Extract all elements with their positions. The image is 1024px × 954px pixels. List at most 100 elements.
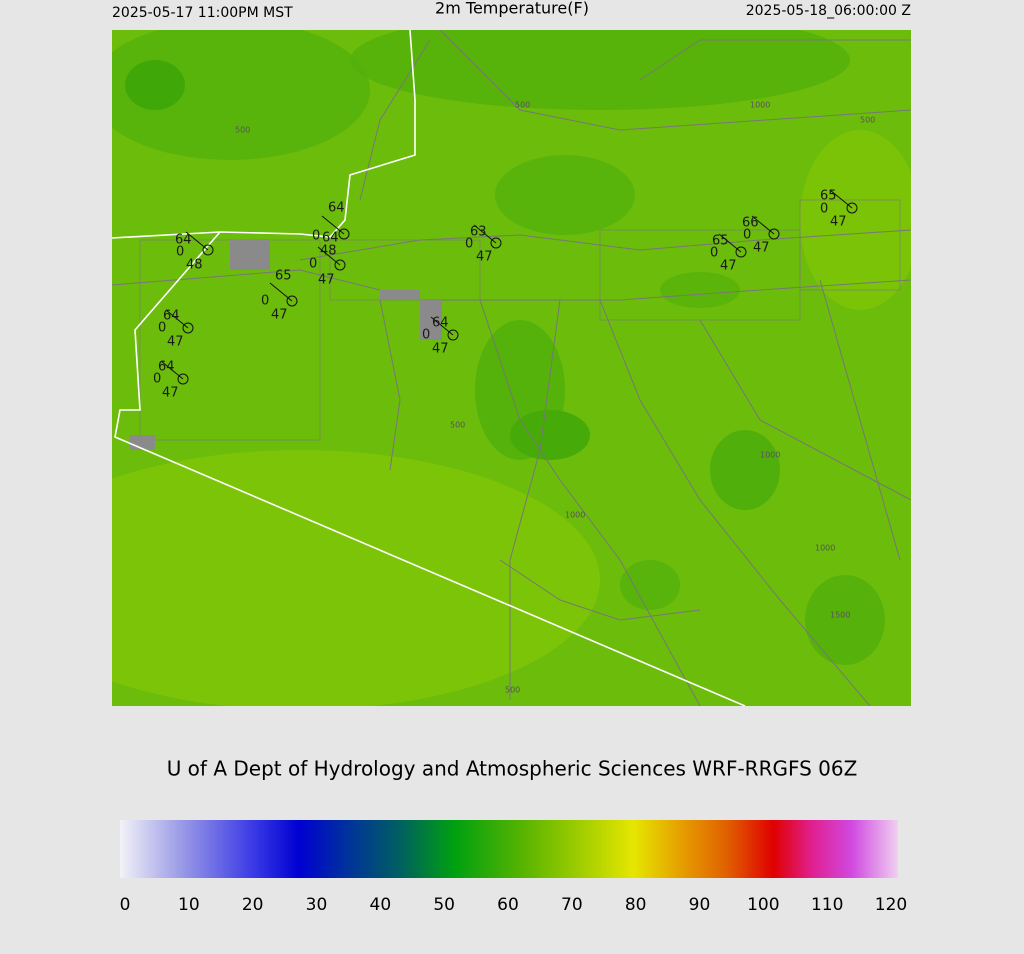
station-dewpoint: 47 [830,215,847,230]
contour-label: 500 [505,686,520,695]
urban-block [380,290,420,300]
station-temperature: 64 [328,201,345,216]
station-wind: 0 [710,246,718,261]
station-temperature: 65 [820,189,837,204]
road [819,279,901,561]
colorbar-tick-label: 100 [747,895,779,915]
station-plot: 64 047 [309,201,346,288]
station-wind: 0 [153,372,161,387]
station-circle [338,228,350,240]
station-dewpoint: 47 [720,259,737,274]
contour-label: 1000 [750,101,770,110]
station-wind: 0 [176,245,184,260]
station-dewpoint: 48 [186,258,203,273]
valid-time-utc: 2025-05-18_06:00:00 Z [746,3,911,19]
urban-block [130,435,155,450]
urban-area [799,199,901,291]
station-circle [202,244,214,256]
map-title: 2m Temperature(F) [435,0,589,18]
colorbar-tick-label: 90 [689,895,711,915]
colorbar [120,820,898,878]
station-wind: 0 [309,257,317,272]
contour-label: 1000 [565,511,585,520]
station-temperature: 64 [432,316,449,331]
station-circle [490,237,502,249]
colorbar-tick-label: 50 [433,895,455,915]
station-temperature: 65 [712,234,729,249]
station-circle [447,329,459,341]
contour-label: 1500 [830,611,850,620]
contour-label: 1000 [815,544,835,553]
colorbar-tick-label: 80 [625,895,647,915]
dense-urban [130,240,442,450]
road [112,269,911,301]
road [699,319,911,501]
road [379,299,401,471]
station-wind: 0 [422,328,430,343]
field-patch [800,130,911,310]
station-dewpoint: 47 [167,335,184,350]
colorbar-tick-label: 60 [497,895,519,915]
road [499,559,701,621]
station-temperature: 63 [470,225,487,240]
valid-time-local: 2025-05-17 11:00PM MST [112,5,293,21]
station-temperature: 64 [322,231,339,246]
station-dewpoint: 47 [271,308,288,323]
field-patch [805,575,885,665]
roads [112,30,911,706]
station-circle [768,228,780,240]
field-patch [125,60,185,110]
field-patch [495,155,635,235]
field-patch [620,560,680,610]
station-wind: 0 [261,294,269,309]
colorbar-tick-label: 70 [561,895,583,915]
contour-label: 1000 [760,451,780,460]
colorbar-ticks: 0 10 20 30 40 50 60 70 80 90 100 110 120 [120,895,908,915]
station-dewpoint: 47 [318,273,335,288]
urban-block [230,240,270,270]
station-circle [177,373,189,385]
station-temperature: 64 [175,233,192,248]
station-temperature: 64 [158,360,175,375]
road [439,30,911,131]
field-patch [112,450,600,706]
station-circle [286,295,298,307]
station-temperature: 66 [742,216,759,231]
colorbar-tick-label: 0 [120,895,131,915]
station-dewpoint: 47 [432,342,449,357]
road [479,299,701,706]
contour-labels: 500 500 1000 500 500 1000 1000 1000 1500 500 [235,101,875,695]
station-wind: 0 [465,237,473,252]
colorbar-tick-label: 110 [811,895,843,915]
station-dewpoint: 48 [320,244,337,259]
contour-label: 500 [515,101,530,110]
contour-label: 500 [450,421,465,430]
field-patch [660,272,740,308]
station-circle [182,322,194,334]
colorbar-tick-label: 30 [306,895,328,915]
station-circle [735,246,747,258]
station-circle [846,202,858,214]
colorbar-tick-label: 10 [178,895,200,915]
footer-credit: U of A Dept of Hydrology and Atmospheric… [167,757,858,781]
field-patch [710,430,780,510]
station-dewpoint: 47 [753,241,770,256]
station-plots: 6404864048640476504763047640476404764047… [153,189,858,401]
colorbar-tick-label: 120 [875,895,907,915]
road [509,299,561,700]
urban-block [420,300,442,340]
field-patch [510,410,590,460]
field-patch [350,30,850,110]
